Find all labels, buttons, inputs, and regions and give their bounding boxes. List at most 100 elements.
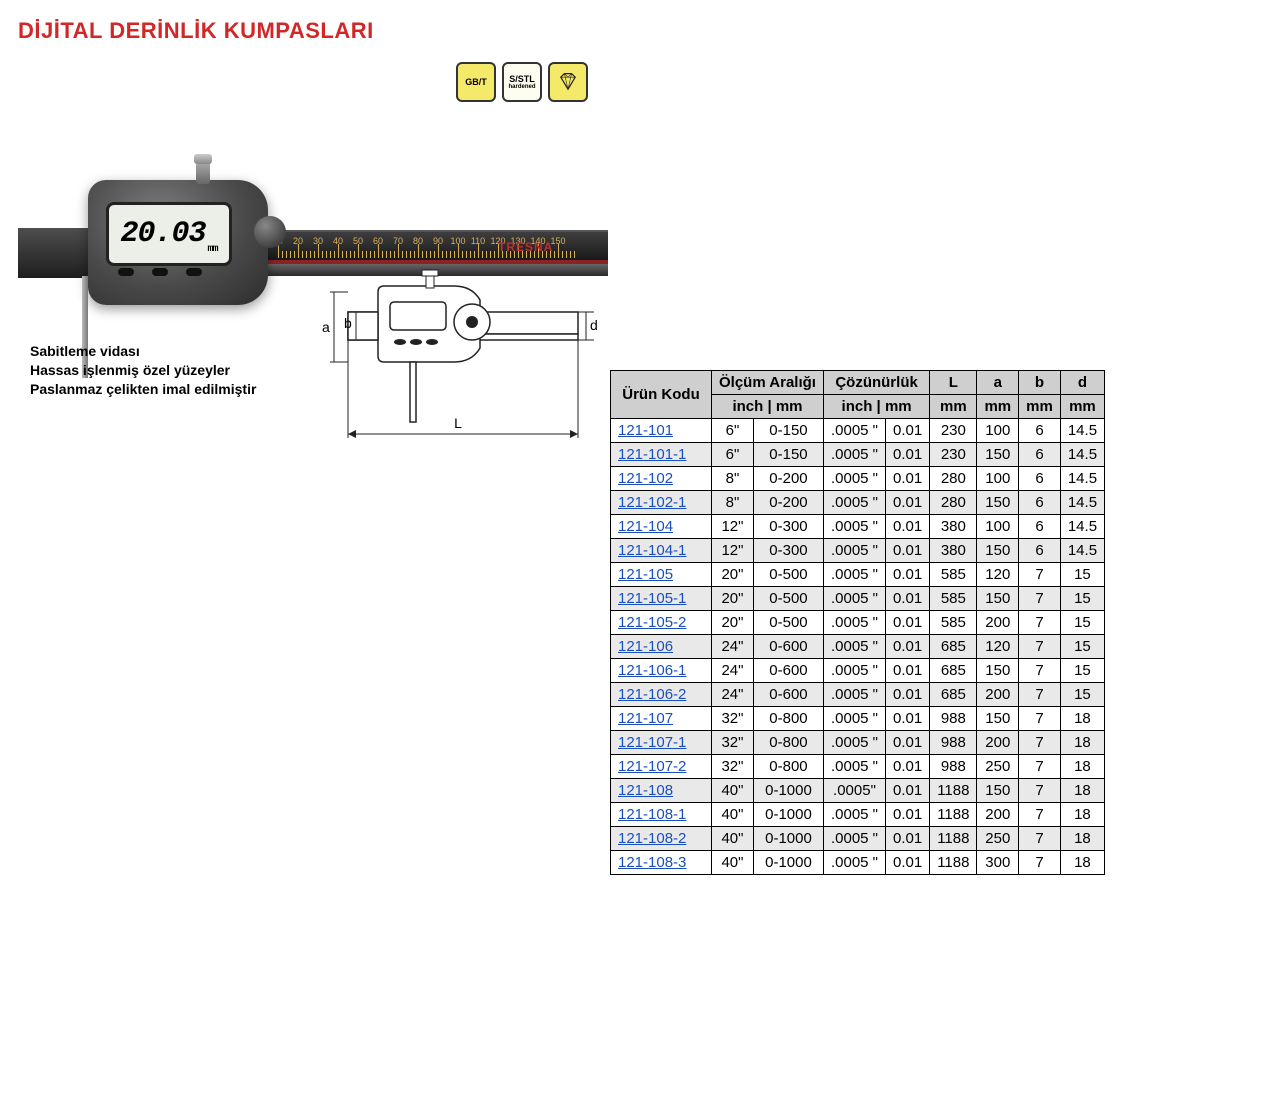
page-title: DİJİTAL DERİNLİK KUMPASLARI — [18, 18, 1262, 44]
th-a-unit: mm — [977, 395, 1019, 419]
table-row: 121-104-112"0-300.0005 "0.01380150614.5 — [611, 539, 1105, 563]
table-row: 121-106-124"0-600.0005 "0.01685150715 — [611, 659, 1105, 683]
product-code-link[interactable]: 121-101 — [618, 422, 673, 439]
cell-code[interactable]: 121-106 — [611, 635, 712, 659]
cell-value: 6 — [1019, 539, 1061, 563]
cell-code[interactable]: 121-102-1 — [611, 491, 712, 515]
cell-value: .0005 " — [823, 563, 885, 587]
cell-value: .0005 " — [823, 755, 885, 779]
product-code-link[interactable]: 121-106-1 — [618, 662, 686, 679]
cell-value: 685 — [930, 683, 977, 707]
product-code-link[interactable]: 121-105-2 — [618, 614, 686, 631]
cell-value: .0005" — [823, 779, 885, 803]
th-b: b — [1019, 371, 1061, 395]
cell-value: 0-1000 — [753, 779, 823, 803]
cell-value: 200 — [977, 803, 1019, 827]
caliper-button — [152, 268, 168, 276]
cell-value: 0.01 — [886, 803, 930, 827]
product-code-link[interactable]: 121-107-1 — [618, 734, 686, 751]
cell-value: 300 — [977, 851, 1019, 875]
table-row: 121-105-220"0-500.0005 "0.01585200715 — [611, 611, 1105, 635]
cell-value: 0-600 — [753, 683, 823, 707]
cell-value: 120 — [977, 635, 1019, 659]
dimension-diagram: a b d L — [308, 238, 598, 438]
cell-value: 18 — [1060, 803, 1104, 827]
cell-value: 18 — [1060, 707, 1104, 731]
cell-code[interactable]: 121-105 — [611, 563, 712, 587]
cell-value: .0005 " — [823, 707, 885, 731]
lcd-display: 20.03 mm — [106, 202, 232, 266]
cell-code[interactable]: 121-101 — [611, 419, 712, 443]
product-code-link[interactable]: 121-107 — [618, 710, 673, 727]
th-d: d — [1060, 371, 1104, 395]
cell-value: 7 — [1019, 755, 1061, 779]
cell-value: 200 — [977, 731, 1019, 755]
cell-value: 0.01 — [886, 827, 930, 851]
cell-value: 0-600 — [753, 635, 823, 659]
product-code-link[interactable]: 121-101-1 — [618, 446, 686, 463]
cell-code[interactable]: 121-104-1 — [611, 539, 712, 563]
cell-code[interactable]: 121-108-2 — [611, 827, 712, 851]
th-b-unit: mm — [1019, 395, 1061, 419]
ruler-label: 20 — [293, 236, 303, 246]
table-row: 121-10732"0-800.0005 "0.01988150718 — [611, 707, 1105, 731]
cell-value: 150 — [977, 707, 1019, 731]
cell-code[interactable]: 121-104 — [611, 515, 712, 539]
cell-value: 15 — [1060, 635, 1104, 659]
product-code-link[interactable]: 121-105 — [618, 566, 673, 583]
cell-value: 0-800 — [753, 755, 823, 779]
cell-code[interactable]: 121-108 — [611, 779, 712, 803]
cell-value: 0.01 — [886, 539, 930, 563]
cell-code[interactable]: 121-106-2 — [611, 683, 712, 707]
cell-value: 0.01 — [886, 419, 930, 443]
cell-value: 0.01 — [886, 563, 930, 587]
cell-value: 18 — [1060, 779, 1104, 803]
cell-value: 0-200 — [753, 467, 823, 491]
table-row: 121-107-232"0-800.0005 "0.01988250718 — [611, 755, 1105, 779]
cell-code[interactable]: 121-108-3 — [611, 851, 712, 875]
cell-code[interactable]: 121-105-2 — [611, 611, 712, 635]
table-row: 121-106-224"0-600.0005 "0.01685200715 — [611, 683, 1105, 707]
product-code-link[interactable]: 121-102-1 — [618, 494, 686, 511]
cell-value: 0.01 — [886, 755, 930, 779]
product-code-link[interactable]: 121-105-1 — [618, 590, 686, 607]
cell-code[interactable]: 121-105-1 — [611, 587, 712, 611]
unit-inch: inch — [842, 398, 873, 415]
cell-value: 7 — [1019, 827, 1061, 851]
cell-code[interactable]: 121-106-1 — [611, 659, 712, 683]
spec-table: Ürün Kodu Ölçüm Aralığı Çözünürlük L a b… — [610, 370, 1105, 875]
product-code-link[interactable]: 121-107-2 — [618, 758, 686, 775]
dim-b-label: b — [344, 315, 352, 331]
cell-value: 988 — [930, 707, 977, 731]
cell-code[interactable]: 121-107-2 — [611, 755, 712, 779]
cell-value: 7 — [1019, 803, 1061, 827]
product-code-link[interactable]: 121-104-1 — [618, 542, 686, 559]
cell-code[interactable]: 121-101-1 — [611, 443, 712, 467]
cell-value: 14.5 — [1060, 467, 1104, 491]
cell-value: 0.01 — [886, 587, 930, 611]
unit-mm: mm — [885, 398, 912, 415]
cell-code[interactable]: 121-102 — [611, 467, 712, 491]
cell-value: 40" — [712, 827, 754, 851]
cell-value: 12" — [712, 539, 754, 563]
product-code-link[interactable]: 121-108-3 — [618, 854, 686, 871]
product-code-link[interactable]: 121-102 — [618, 470, 673, 487]
th-code: Ürün Kodu — [611, 371, 712, 419]
product-code-link[interactable]: 121-108-2 — [618, 830, 686, 847]
product-code-link[interactable]: 121-108-1 — [618, 806, 686, 823]
product-code-link[interactable]: 121-106-2 — [618, 686, 686, 703]
product-code-link[interactable]: 121-104 — [618, 518, 673, 535]
caliper-button — [186, 268, 202, 276]
cell-code[interactable]: 121-107 — [611, 707, 712, 731]
cell-value: 0-500 — [753, 611, 823, 635]
cell-value: 988 — [930, 755, 977, 779]
cell-code[interactable]: 121-108-1 — [611, 803, 712, 827]
product-code-link[interactable]: 121-106 — [618, 638, 673, 655]
cell-value: 7 — [1019, 659, 1061, 683]
feature-item: Hassas işlenmiş özel yüzeyler — [30, 361, 256, 380]
cell-value: 1188 — [930, 803, 977, 827]
cell-value: 7 — [1019, 851, 1061, 875]
cell-code[interactable]: 121-107-1 — [611, 731, 712, 755]
cell-value: 120 — [977, 563, 1019, 587]
product-code-link[interactable]: 121-108 — [618, 782, 673, 799]
